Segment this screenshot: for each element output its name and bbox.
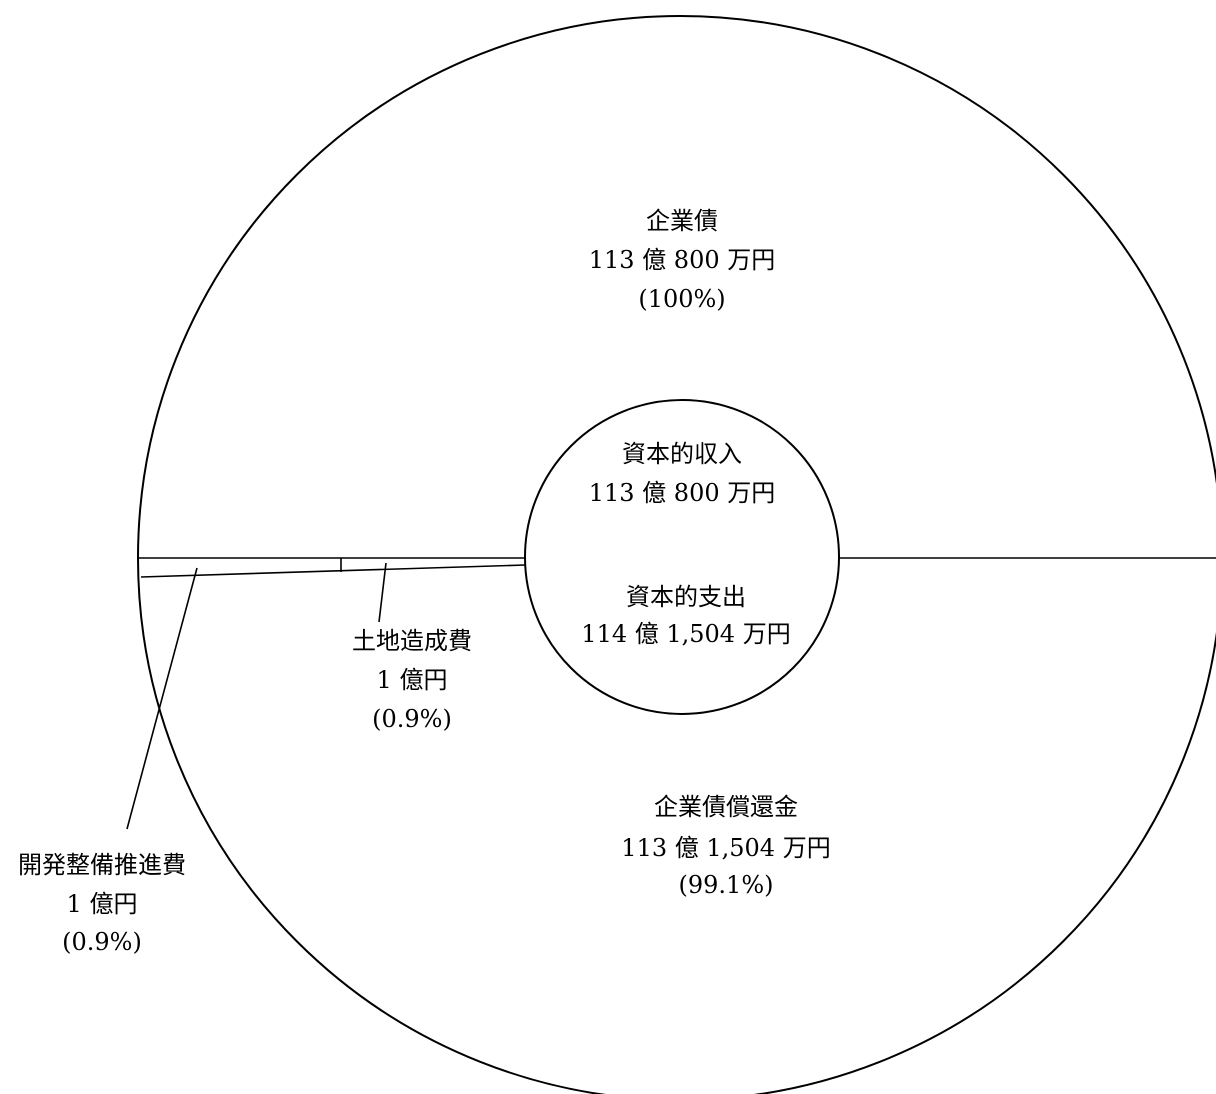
development-cost-percent: (0.9%)	[62, 928, 142, 956]
bonds-percent: (100%)	[638, 285, 725, 313]
expenditure-slice-label-land-cost: 土地造成費 1 億円 (0.9%)	[352, 627, 472, 733]
bond-redemption-amount: 113 億 1,504 万円	[621, 834, 830, 862]
center-expenditure-label: 資本的支出	[626, 583, 746, 611]
center-expenditure-total: 資本的支出 114 億 1,504 万円	[581, 583, 790, 648]
center-revenue-amount: 113 億 800 万円	[589, 479, 776, 507]
bonds-label: 企業債	[646, 207, 718, 235]
bonds-amount: 113 億 800 万円	[589, 246, 776, 274]
bond-redemption-label: 企業債償還金	[654, 793, 798, 821]
expenditure-slice-label-development-cost: 開発整備推進費 1 億円 (0.9%)	[18, 851, 186, 956]
leader-line-development-cost	[126, 567, 198, 830]
inner-circle	[524, 399, 840, 715]
center-expenditure-amount: 114 億 1,504 万円	[581, 620, 790, 648]
slice-boundary-land	[140, 564, 526, 578]
bond-redemption-percent: (99.1%)	[679, 871, 774, 899]
development-cost-label: 開発整備推進費	[18, 851, 186, 879]
center-revenue-total: 資本的収入 113 億 800 万円	[589, 440, 776, 507]
development-cost-amount: 1 億円	[67, 890, 138, 918]
land-cost-percent: (0.9%)	[372, 705, 452, 733]
land-cost-label: 土地造成費	[352, 627, 472, 655]
leader-line-land-cost	[378, 562, 387, 623]
land-cost-amount: 1 億円	[377, 666, 448, 694]
revenue-slice-label-bonds: 企業債 113 億 800 万円 (100%)	[589, 207, 776, 313]
expenditure-slice-label-bond-redemption: 企業債償還金 113 億 1,504 万円 (99.1%)	[621, 793, 830, 899]
center-revenue-label: 資本的収入	[622, 440, 742, 468]
